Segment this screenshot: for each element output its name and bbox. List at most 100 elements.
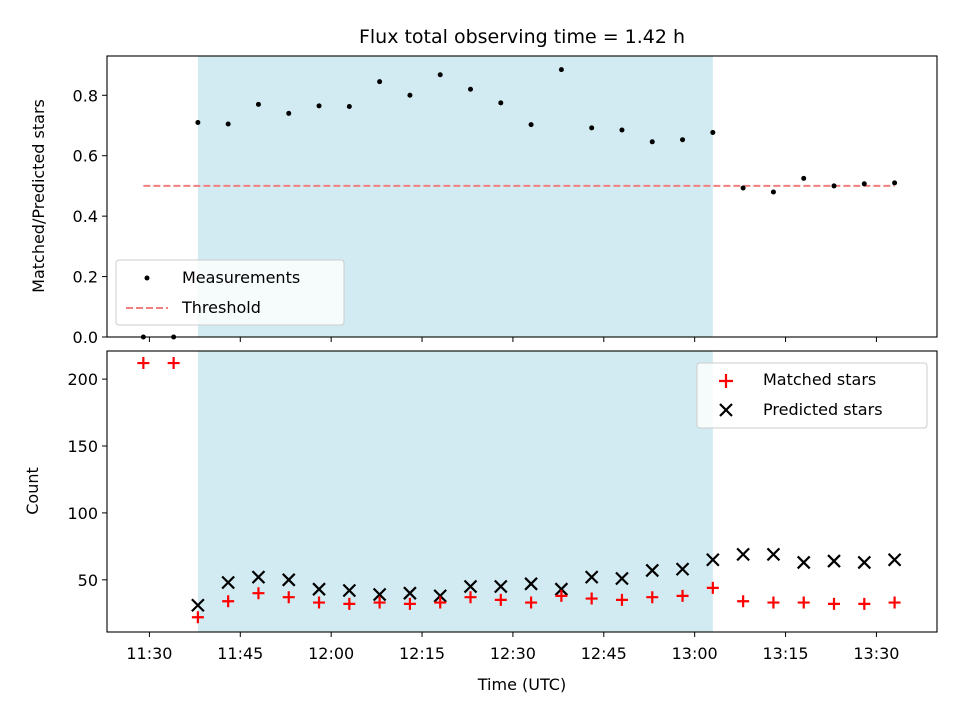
- predicted-stars-point: [281, 573, 296, 587]
- x-tick-label: 11:45: [217, 644, 263, 663]
- matched-stars-point: [525, 596, 538, 609]
- bottom-shaded-region: [197, 351, 713, 632]
- measurement-point: [831, 183, 837, 189]
- legend-measurements-label: Measurements: [182, 268, 300, 287]
- measurement-point: [892, 180, 898, 186]
- predicted-stars-point: [554, 582, 569, 596]
- predicted-stars-point: [251, 570, 266, 584]
- measurement-point: [861, 181, 867, 187]
- measurement-point: [770, 189, 776, 195]
- predicted-stars-point: [827, 554, 841, 568]
- top-y-tick-label: 0.2: [73, 268, 98, 287]
- measurement-point: [680, 137, 686, 143]
- matched-stars-point: [167, 357, 180, 370]
- matched-stars-point: [646, 591, 659, 604]
- matched-stars-point: [373, 596, 386, 609]
- chart-title: Flux total observing time = 1.42 h: [359, 26, 685, 48]
- matched-stars-point: [222, 595, 235, 608]
- legend-threshold-label: Threshold: [181, 298, 261, 317]
- measurement-point: [255, 101, 261, 107]
- predicted-stars-point: [433, 589, 447, 603]
- bottom-y-tick-label: 100: [67, 504, 98, 523]
- measurement-point: [468, 86, 474, 92]
- legend-predicted-marker: [719, 403, 733, 417]
- matched-stars-point: [464, 591, 477, 604]
- predicted-stars-point: [857, 555, 872, 570]
- bottom-y-axis-label: Count: [23, 467, 42, 515]
- measurement-point: [801, 175, 807, 181]
- predicted-stars-point: [796, 555, 811, 570]
- legend-predicted-label: Predicted stars: [763, 400, 883, 419]
- top-y-tick-label: 0.0: [73, 328, 98, 347]
- predicted-stars-point: [342, 583, 357, 598]
- predicted-stars-point: [372, 587, 387, 602]
- predicted-stars-point: [706, 552, 720, 567]
- measurement-point: [528, 122, 534, 128]
- matched-stars-point: [585, 592, 598, 605]
- predicted-stars-point: [463, 579, 478, 594]
- measurement-point: [225, 121, 231, 127]
- measurement-point: [407, 92, 413, 98]
- measurement-point: [498, 100, 504, 106]
- predicted-stars-point: [403, 586, 417, 600]
- measurement-point: [316, 103, 322, 109]
- top-axes-frame: [106, 55, 938, 338]
- top-panel: 0.00.20.40.60.8 Matched/Predicted stars …: [29, 55, 938, 347]
- x-tick-label: 12:00: [308, 644, 354, 663]
- bottom-y-tick-label: 200: [67, 370, 98, 389]
- predicted-stars-point: [615, 571, 629, 586]
- matched-stars-point: [888, 596, 901, 609]
- predicted-stars-point: [191, 598, 205, 613]
- matched-stars-point: [282, 591, 295, 604]
- legend-matched-label: Matched stars: [763, 370, 876, 389]
- bottom-y-tick-label: 150: [67, 437, 98, 456]
- matched-stars-point: [828, 597, 841, 610]
- top-y-tick-label: 0.4: [73, 207, 98, 226]
- measurement-point: [740, 185, 746, 191]
- matched-stars-point: [737, 595, 750, 608]
- matched-stars-point: [137, 357, 150, 370]
- bottom-panel: 11:30 11:45 12:00 12:15 12:30 12:45 13:00 13:15…: [23, 350, 938, 694]
- matched-stars-point: [252, 587, 265, 600]
- predicted-stars-point: [736, 547, 750, 562]
- predicted-stars-point: [312, 582, 326, 596]
- matched-stars-point: [797, 596, 810, 609]
- x-tick-label: 11:30: [126, 644, 172, 663]
- matched-stars-point: [676, 589, 689, 602]
- matched-stars-point: [767, 596, 780, 609]
- x-axis-label: Time (UTC): [477, 675, 566, 694]
- bottom-legend: Matched stars Predicted stars: [696, 362, 928, 429]
- measurement-point: [649, 139, 655, 145]
- top-y-tick-label: 0.8: [73, 86, 98, 105]
- predicted-stars-point: [584, 570, 599, 584]
- predicted-stars-point: [221, 575, 235, 590]
- predicted-stars-point: [766, 547, 781, 562]
- bottom-axes-frame: [106, 350, 938, 633]
- x-tick-label: 13:15: [762, 644, 808, 663]
- legend-matched-marker: [719, 374, 733, 388]
- predicted-stars-point: [645, 563, 660, 578]
- measurement-point: [710, 129, 716, 135]
- matched-stars-point: [706, 581, 719, 594]
- matched-stars-point: [403, 597, 416, 610]
- matched-stars-point: [615, 593, 628, 606]
- measurement-point: [377, 79, 383, 85]
- bottom-y-tick-label: 50: [78, 571, 98, 590]
- predicted-stars-point: [494, 579, 508, 594]
- predicted-stars-point: [887, 552, 902, 567]
- predicted-stars-point: [675, 562, 690, 576]
- top-y-tick-label: 0.6: [73, 147, 98, 166]
- matched-stars-point: [191, 611, 204, 624]
- measurement-point: [589, 125, 595, 131]
- measurement-point: [346, 103, 352, 109]
- top-legend-box: [115, 259, 345, 326]
- x-tick-label: 12:30: [490, 644, 536, 663]
- matched-stars-point: [343, 597, 356, 610]
- matched-stars-point: [858, 597, 871, 610]
- measurement-point: [619, 127, 625, 133]
- measurement-point: [437, 72, 443, 78]
- top-legend: Measurements Threshold: [115, 259, 345, 326]
- x-tick-label: 12:15: [399, 644, 445, 663]
- measurement-point: [195, 119, 201, 125]
